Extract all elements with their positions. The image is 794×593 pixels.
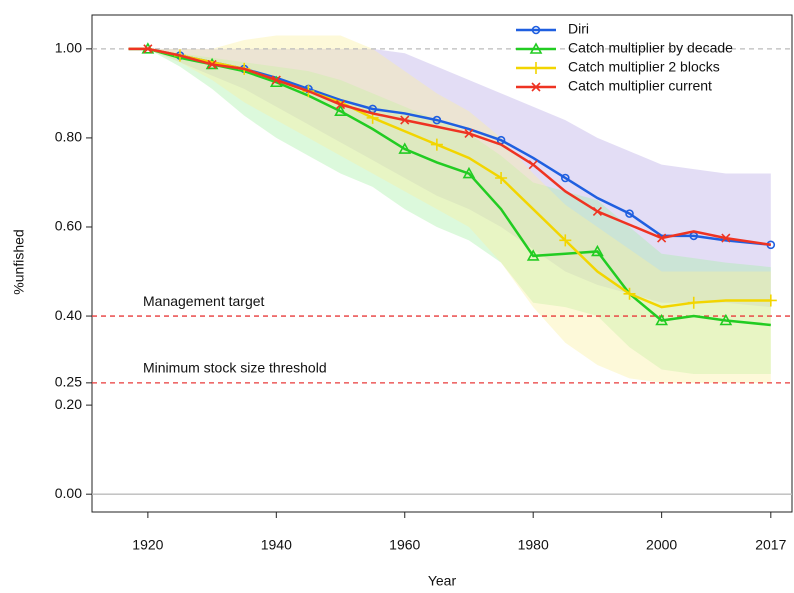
y-tick-label: 0.25 [55, 374, 82, 390]
marker [495, 171, 508, 184]
marker [721, 233, 731, 243]
x-axis-label: Year [428, 573, 457, 589]
x-tick-label: 1960 [389, 537, 420, 553]
x-tick-label: 2000 [646, 537, 677, 553]
marker [531, 25, 541, 35]
x-tick-label: 1980 [518, 537, 549, 553]
marker [528, 160, 538, 170]
marker [464, 128, 474, 139]
marker [207, 59, 217, 69]
marker [271, 75, 281, 85]
reference-label: Management target [143, 293, 265, 309]
x-tick-label: 2017 [755, 537, 786, 553]
marker [526, 249, 540, 261]
x-tick-label: 1920 [132, 537, 163, 553]
marker [530, 62, 542, 74]
x-tick-label: 1940 [261, 537, 292, 553]
y-tick-label: 0.40 [55, 307, 82, 323]
marker [430, 138, 443, 151]
marker [719, 313, 733, 326]
marker [625, 209, 634, 218]
confidence-band [128, 48, 771, 374]
y-tick-label: 1.00 [55, 40, 82, 56]
y-tick-label: 0.00 [55, 485, 82, 501]
marker [432, 115, 442, 125]
marker [657, 233, 667, 243]
series-line [128, 47, 771, 247]
y-tick-label: 0.80 [55, 129, 82, 145]
legend-label: Catch multiplier 2 blocks [568, 59, 720, 75]
marker [400, 115, 410, 125]
y-tick-label: 0.60 [55, 218, 82, 234]
y-axis-label: %unfished [11, 229, 27, 294]
marker [764, 294, 777, 307]
marker [592, 206, 602, 216]
legend-label: Catch multiplier by decade [568, 40, 733, 56]
marker [559, 234, 572, 247]
marker [462, 166, 476, 179]
legend-label: Catch multiplier current [568, 78, 712, 94]
marker [623, 287, 636, 300]
marker [531, 82, 541, 92]
marker [655, 313, 668, 326]
reference-label: Minimum stock size threshold [143, 360, 327, 376]
marker [335, 99, 346, 110]
marker [143, 44, 153, 54]
marker [591, 244, 604, 257]
marker [334, 104, 347, 116]
marker [529, 42, 543, 54]
marker [398, 142, 412, 154]
confidence-band [128, 35, 771, 383]
marker [561, 173, 570, 183]
plot-frame [91, 14, 793, 513]
y-tick-label: 0.20 [55, 396, 82, 412]
confidence-band [128, 48, 771, 308]
legend-label: Diri [568, 21, 589, 37]
marker [687, 296, 700, 309]
